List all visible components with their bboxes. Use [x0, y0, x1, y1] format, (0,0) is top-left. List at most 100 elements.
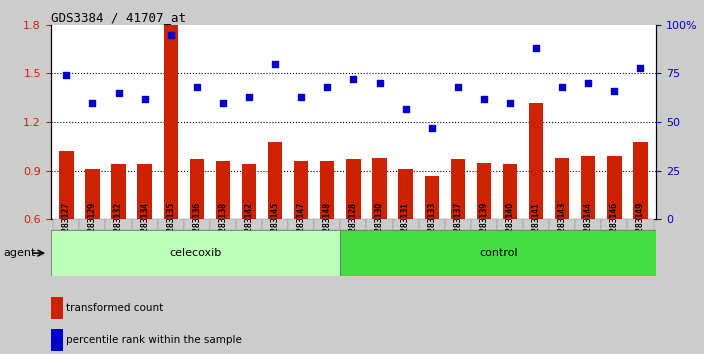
FancyBboxPatch shape: [288, 219, 314, 230]
FancyBboxPatch shape: [471, 219, 497, 230]
Bar: [111, 164, 126, 219]
Text: GSM283134: GSM283134: [140, 202, 149, 248]
Text: GSM283141: GSM283141: [532, 202, 541, 248]
FancyBboxPatch shape: [340, 230, 656, 276]
Text: GSM283129: GSM283129: [88, 202, 97, 248]
Text: GSM283137: GSM283137: [453, 202, 463, 248]
Bar: [451, 159, 465, 219]
FancyBboxPatch shape: [549, 219, 575, 230]
Bar: [372, 158, 386, 219]
Bar: [85, 169, 100, 219]
Bar: [607, 156, 622, 219]
FancyBboxPatch shape: [601, 219, 627, 230]
Point: [504, 100, 515, 105]
FancyBboxPatch shape: [210, 219, 236, 230]
Text: GSM283147: GSM283147: [296, 202, 306, 248]
Text: GSM283144: GSM283144: [584, 202, 593, 248]
Point: [426, 125, 437, 131]
Bar: [137, 164, 152, 219]
Text: GSM283145: GSM283145: [270, 202, 279, 248]
FancyBboxPatch shape: [367, 219, 393, 230]
Point: [609, 88, 620, 94]
FancyBboxPatch shape: [262, 219, 288, 230]
Text: GDS3384 / 41707_at: GDS3384 / 41707_at: [51, 11, 186, 24]
FancyBboxPatch shape: [236, 219, 262, 230]
Text: GSM283133: GSM283133: [427, 202, 436, 248]
Text: GSM283140: GSM283140: [505, 202, 515, 248]
FancyBboxPatch shape: [314, 219, 340, 230]
Text: GSM283144: GSM283144: [584, 202, 593, 248]
Point: [165, 32, 177, 37]
Text: GSM283148: GSM283148: [323, 202, 332, 248]
Text: GSM283128: GSM283128: [349, 202, 358, 248]
Text: GSM283145: GSM283145: [270, 202, 279, 248]
Text: GSM283133: GSM283133: [427, 202, 436, 248]
Text: GSM283143: GSM283143: [558, 202, 567, 248]
Point: [191, 84, 203, 90]
Text: GSM283127: GSM283127: [62, 202, 71, 248]
Point: [270, 61, 281, 67]
Text: celecoxib: celecoxib: [170, 248, 222, 258]
Point: [583, 80, 594, 86]
Bar: [51, 329, 63, 351]
Bar: [477, 163, 491, 219]
Point: [400, 105, 411, 111]
Point: [374, 80, 385, 86]
FancyBboxPatch shape: [80, 219, 106, 230]
FancyBboxPatch shape: [54, 219, 80, 230]
Text: GSM283139: GSM283139: [479, 202, 489, 248]
Bar: [634, 142, 648, 219]
Point: [61, 73, 72, 78]
Bar: [163, 25, 178, 219]
FancyBboxPatch shape: [419, 219, 445, 230]
Bar: [555, 158, 570, 219]
FancyBboxPatch shape: [158, 219, 184, 230]
Text: GSM283135: GSM283135: [166, 202, 175, 248]
Text: GSM283140: GSM283140: [505, 202, 515, 248]
FancyBboxPatch shape: [523, 219, 549, 230]
Point: [322, 84, 333, 90]
Text: GSM283149: GSM283149: [636, 202, 645, 248]
Point: [139, 96, 150, 102]
FancyBboxPatch shape: [340, 219, 367, 230]
Text: GSM283137: GSM283137: [453, 202, 463, 248]
Text: GSM283142: GSM283142: [244, 202, 253, 248]
FancyBboxPatch shape: [106, 219, 132, 230]
FancyBboxPatch shape: [627, 219, 653, 230]
Point: [452, 84, 463, 90]
Point: [244, 94, 255, 99]
Text: GSM283132: GSM283132: [114, 202, 123, 248]
Bar: [268, 142, 282, 219]
Bar: [189, 159, 204, 219]
Text: GSM283136: GSM283136: [192, 202, 201, 248]
Bar: [320, 161, 334, 219]
Text: GSM283127: GSM283127: [62, 202, 71, 248]
Point: [557, 84, 568, 90]
Bar: [425, 176, 439, 219]
Text: GSM283132: GSM283132: [114, 202, 123, 248]
FancyBboxPatch shape: [445, 219, 471, 230]
Text: percentile rank within the sample: percentile rank within the sample: [66, 335, 241, 345]
Point: [478, 96, 489, 102]
Text: GSM283146: GSM283146: [610, 202, 619, 248]
FancyBboxPatch shape: [184, 219, 210, 230]
FancyBboxPatch shape: [51, 230, 340, 276]
Text: GSM283131: GSM283131: [401, 202, 410, 248]
Bar: [346, 159, 360, 219]
Bar: [581, 156, 596, 219]
Text: GSM283129: GSM283129: [88, 202, 97, 248]
FancyBboxPatch shape: [497, 219, 523, 230]
Point: [296, 94, 307, 99]
Text: GSM283131: GSM283131: [401, 202, 410, 248]
Bar: [503, 164, 517, 219]
Bar: [51, 297, 63, 319]
FancyBboxPatch shape: [132, 219, 158, 230]
Bar: [529, 103, 543, 219]
Text: GSM283149: GSM283149: [636, 202, 645, 248]
Text: GSM283135: GSM283135: [166, 202, 175, 248]
Text: GSM283138: GSM283138: [218, 202, 227, 248]
Bar: [242, 164, 256, 219]
Bar: [294, 161, 308, 219]
Text: GSM283128: GSM283128: [349, 202, 358, 248]
Text: GSM283146: GSM283146: [610, 202, 619, 248]
